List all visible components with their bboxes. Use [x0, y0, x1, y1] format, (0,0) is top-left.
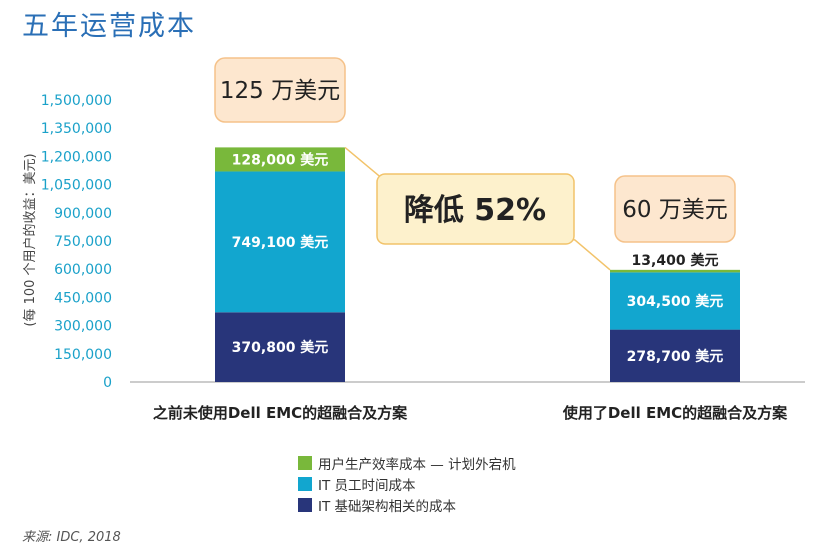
bar-segment — [610, 329, 740, 382]
legend-item-it-staff: IT 员工时间成本 — [298, 473, 516, 494]
total-callout-label: 60 万美元 — [622, 197, 728, 223]
legend-label: IT 员工时间成本 — [318, 477, 416, 494]
y-tick-label: 150,000 — [54, 347, 112, 363]
total-callout-box — [214, 57, 346, 123]
total-callout-box — [614, 175, 736, 243]
y-tick-label: 750,000 — [54, 234, 112, 250]
legend-item-user-productivity: 用户生产效率成本 — 计划外宕机 — [298, 452, 516, 473]
y-tick-label: 0 — [103, 375, 112, 391]
source-note: 来源: IDC, 2018 — [22, 530, 121, 545]
y-tick-label: 600,000 — [54, 262, 112, 278]
bar-segment — [215, 171, 345, 313]
y-tick-label: 300,000 — [54, 319, 112, 335]
data-label: 128,000 美元 — [232, 151, 329, 168]
y-tick-label: 1,350,000 — [41, 121, 112, 137]
data-label: 304,500 美元 — [627, 293, 724, 310]
category-label: 使用了Dell EMC的超融合及方案 — [562, 404, 788, 422]
reduction-label: 降低 52% — [404, 193, 546, 228]
bar-segment — [215, 147, 345, 172]
chart-title: 五年运营成本 — [22, 11, 196, 42]
legend-swatch-cyan — [298, 476, 312, 491]
bar-segment — [610, 272, 740, 330]
legend: 用户生产效率成本 — 计划外宕机 IT 员工时间成本 IT 基础架构相关的成本 — [298, 452, 516, 515]
y-tick-label: 1,200,000 — [41, 149, 112, 165]
y-tick-label: 450,000 — [54, 290, 112, 306]
bar-segment — [610, 269, 740, 273]
legend-swatch-navy — [298, 497, 312, 512]
data-label: 370,800 美元 — [232, 339, 329, 356]
legend-label: IT 基础架构相关的成本 — [318, 498, 457, 515]
legend-item-it-infrastructure: IT 基础架构相关的成本 — [298, 494, 516, 515]
category-label: 之前未使用Dell EMC的超融合及方案 — [153, 404, 408, 422]
data-label: 13,400 美元 — [632, 252, 719, 269]
y-tick-label: 900,000 — [54, 206, 112, 222]
reduction-box — [376, 173, 575, 245]
data-label: 749,100 美元 — [232, 234, 329, 251]
bar-segment — [215, 312, 345, 382]
y-axis-label: (每 100 个用户的收益：美元) — [22, 153, 38, 326]
y-tick-label: 1,050,000 — [41, 178, 112, 194]
legend-label: 用户生产效率成本 — 计划外宕机 — [318, 456, 516, 473]
legend-swatch-green — [298, 455, 312, 470]
total-callout-label: 125 万美元 — [220, 78, 340, 104]
data-label: 278,700 美元 — [627, 348, 724, 365]
y-tick-label: 1,500,000 — [41, 93, 112, 109]
